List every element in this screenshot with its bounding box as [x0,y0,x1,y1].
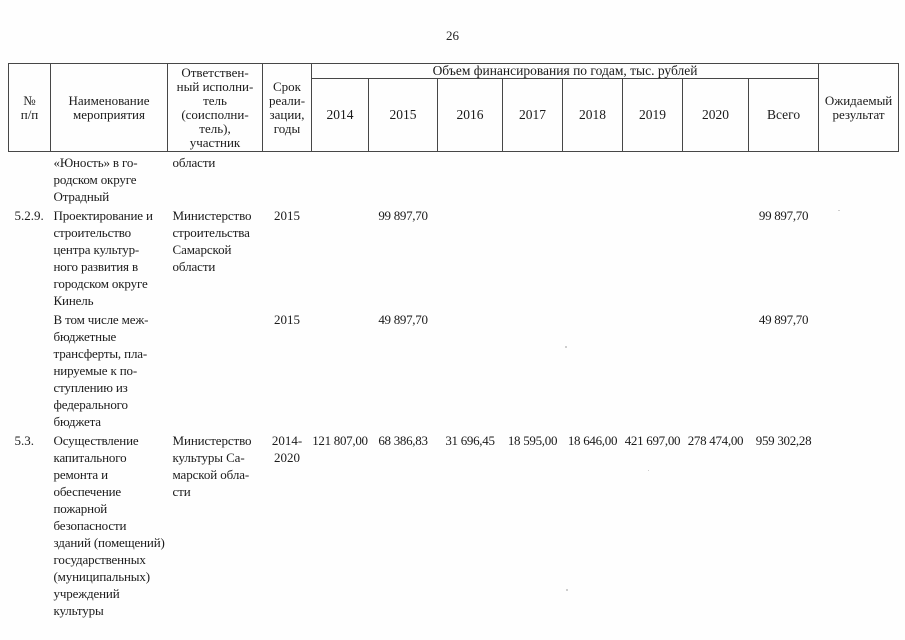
row-term [263,152,312,206]
row-number [9,309,51,430]
value-2019: 421 697,00 [624,433,681,448]
table-header: № п/п Наименование мероприятия Ответстве… [8,63,900,152]
row-measure-name: Осуществление капитального ремонта и обе… [53,433,165,618]
value-2015: 99 897,70 [378,208,428,223]
row-expected-result [819,205,899,309]
header-col-num: № п/п [8,63,51,152]
value-2014: 121 807,00 [312,433,368,448]
value-total: 99 897,70 [758,208,809,223]
value-2020 [683,309,749,430]
row-executor: Министерство культуры Са- марской обла- … [172,433,252,499]
row-expected-result [819,152,899,206]
value-2017 [503,152,563,206]
row-executor: области [172,155,216,170]
value-2020 [683,205,749,309]
value-total [749,152,819,206]
row-number [9,152,51,206]
row-term: 2014- 2020 [271,433,303,465]
value-2020 [683,152,749,206]
page-number: 26 [446,28,459,43]
value-2020: 278 474,00 [687,433,744,448]
value-total: 959 302,28 [755,433,812,448]
table-body: «Юность» в го- родском округе Отрадный о… [9,152,899,631]
header-col-total: Всего [747,78,820,152]
row-number: 5.2.9. [14,208,44,223]
value-2019 [623,309,683,430]
header-year-2020: 2020 [682,78,749,152]
value-2016 [438,152,503,206]
row-measure-name: В том числе меж- бюджетные трансферты, п… [53,312,149,429]
scan-speck [566,589,568,591]
value-2017 [503,205,563,309]
header-col-name: Наименование мероприятия [50,63,168,152]
header-year-2016: 2016 [437,78,503,152]
value-total: 49 897,70 [758,312,809,327]
scan-speck [565,346,567,348]
row-number: 5.3. [14,433,35,448]
scan-speck [648,470,649,471]
value-2019 [623,205,683,309]
value-2018 [563,205,623,309]
header-year-2015: 2015 [368,78,438,152]
value-2014 [312,205,369,309]
table-row: В том числе меж- бюджетные трансферты, п… [9,309,899,430]
row-expected-result [819,309,899,430]
financing-table: № п/п Наименование мероприятия Ответстве… [8,63,900,631]
header-year-2014: 2014 [311,78,369,152]
row-term: 2015 [274,312,300,327]
value-2014 [312,309,369,430]
value-2016: 31 696,45 [445,433,495,448]
value-2014 [312,152,369,206]
value-2018 [563,152,623,206]
row-executor: Министерство строительства Самарской обл… [172,208,252,274]
header-col-executor: Ответствен- ный исполни- тель (соисполни… [167,63,263,152]
value-2016 [438,205,503,309]
value-2018 [563,309,623,430]
header-year-2017: 2017 [502,78,563,152]
value-2017: 18 595,00 [507,433,558,448]
row-measure-name: «Юность» в го- родском округе Отрадный [53,155,138,204]
row-measure-name: Проектирование и строительство центра ку… [53,208,153,308]
table-row: 5.2.9. Проектирование и строительство це… [9,205,899,309]
header-year-2019: 2019 [622,78,683,152]
header-col-term: Срок реали- зации, годы [262,63,312,152]
table-row: 5.3. Осуществление капитального ремонта … [9,430,899,630]
value-2015: 68 386,83 [378,433,428,448]
value-2015: 49 897,70 [378,312,428,327]
value-2018: 18 646,00 [567,433,618,448]
table-row: «Юность» в го- родском округе Отрадный о… [9,152,899,206]
header-col-result: Ожидаемый результат [818,63,900,152]
row-executor [168,309,263,430]
value-2017 [503,309,563,430]
value-2019 [623,152,683,206]
header-financing-span: Объем финансирования по годам, тыс. рубл… [310,63,820,79]
header-year-2018: 2018 [562,78,623,152]
value-2016 [438,309,503,430]
value-2015 [369,152,438,206]
row-term: 2015 [274,208,300,223]
row-expected-result [819,430,899,630]
scan-speck [838,210,840,211]
